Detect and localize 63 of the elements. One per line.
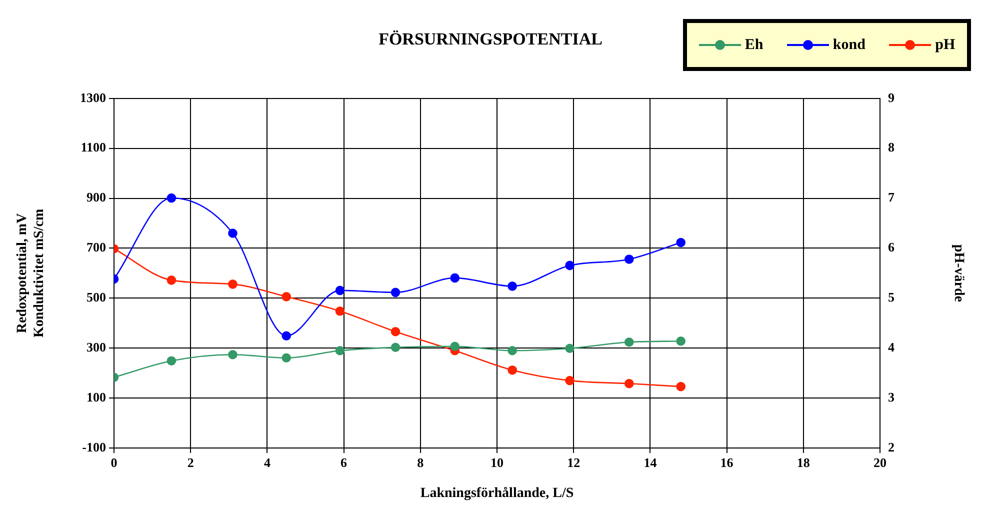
x-tick-label: 6 — [340, 455, 348, 470]
y-tick-label: 500 — [86, 290, 106, 305]
point — [228, 280, 238, 289]
y-tick-label: -100 — [82, 439, 106, 454]
point — [676, 238, 686, 248]
y2-tick-label: 9 — [888, 90, 895, 105]
point — [508, 346, 517, 356]
point — [508, 365, 517, 375]
y2-tick-label: 7 — [888, 190, 895, 205]
point — [565, 376, 574, 386]
point — [390, 342, 400, 352]
x-tick-label: 14 — [644, 455, 658, 470]
y2-tick-label: 3 — [888, 389, 895, 404]
legend-label: pH — [935, 36, 956, 54]
y-tick-label: 1100 — [80, 140, 106, 155]
point — [282, 353, 291, 363]
legend-label: kond — [832, 36, 866, 54]
x-tick-label: 18 — [796, 455, 810, 470]
y2-tick-label: 2 — [888, 439, 894, 454]
point — [228, 350, 238, 360]
point — [676, 382, 686, 392]
y2-tick-label: 6 — [888, 240, 895, 255]
x-axis-title: Lakningsförhållande, L/S — [420, 486, 574, 502]
point — [228, 228, 238, 238]
point — [565, 260, 574, 270]
x-tick-label: 10 — [490, 455, 504, 470]
y-tick-label: 100 — [86, 389, 106, 404]
chart-title: FÖRSURNINGSPOTENTIAL — [378, 30, 602, 49]
x-tick-label: 16 — [720, 455, 734, 470]
y-tick-label: 1300 — [80, 90, 106, 105]
point — [390, 326, 400, 336]
y2-tick-label: 8 — [888, 140, 895, 155]
legend-label: Eh — [744, 36, 764, 54]
point — [676, 336, 686, 346]
x-tick-label: 0 — [110, 455, 118, 470]
point — [508, 282, 517, 291]
x-tick-label: 2 — [187, 455, 194, 470]
x-tick-label: 4 — [264, 455, 271, 470]
point — [624, 337, 634, 347]
point — [335, 306, 345, 316]
y-tick-label: 900 — [86, 190, 106, 205]
x-tick-label: 12 — [567, 455, 580, 470]
point — [390, 288, 400, 298]
y2-tick-label: 5 — [888, 290, 895, 305]
point — [282, 292, 291, 302]
point — [166, 193, 176, 203]
y2-axis-title: pH-värde — [950, 244, 966, 302]
point — [624, 254, 634, 264]
x-tick-label: 8 — [417, 455, 424, 470]
point — [282, 331, 291, 341]
point — [450, 273, 460, 283]
y2-tick-label: 4 — [888, 339, 895, 354]
point — [166, 356, 176, 366]
point — [335, 346, 345, 356]
y-axis-title: Redoxpotential, mV Konduktivitet mS/cm — [15, 208, 47, 338]
y-tick-label: 700 — [86, 240, 106, 255]
point — [335, 286, 345, 296]
point — [565, 344, 574, 354]
point — [624, 378, 634, 388]
point — [450, 342, 460, 352]
x-tick-label: 20 — [874, 455, 886, 470]
y-tick-label: 300 — [86, 339, 106, 354]
point — [166, 276, 176, 285]
